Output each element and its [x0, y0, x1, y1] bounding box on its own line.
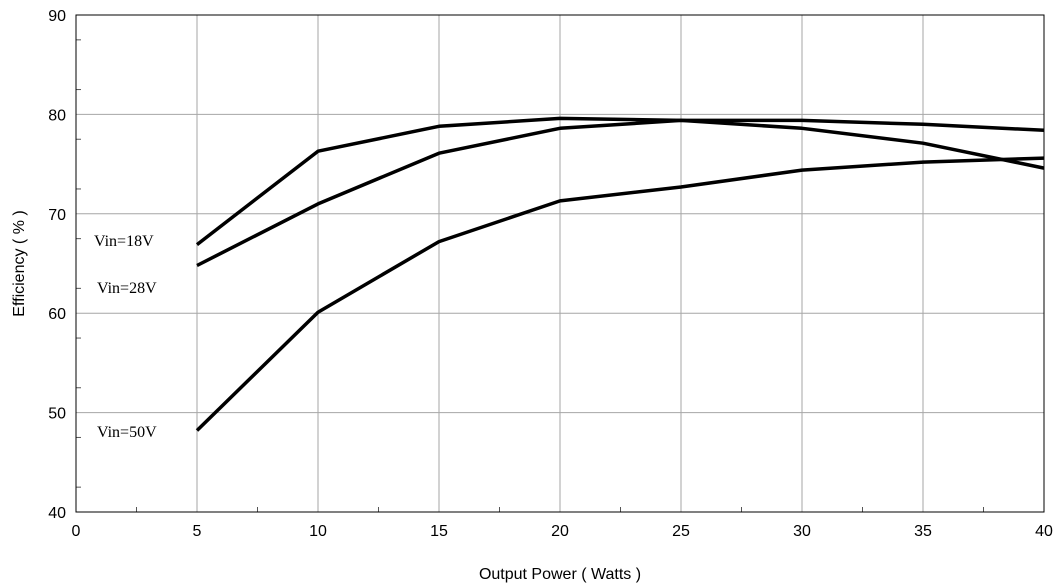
x-tick-labels: 0 5 10 15 20 25 30 35 40: [72, 523, 1053, 540]
y-tick-label: 50: [48, 406, 66, 423]
series-line-vin-50v: [195, 156, 1045, 432]
x-tick-label: 20: [551, 523, 569, 540]
grid: [76, 15, 1044, 512]
series-label: Vin=50V: [97, 424, 157, 441]
series-line-vin-28v: [196, 118, 1045, 268]
minor-ticks: [76, 39, 984, 512]
x-tick-label: 30: [793, 523, 811, 540]
series-line-vin-18v: [195, 116, 1045, 246]
series-labels: Vin=18V Vin=28V Vin=50V: [94, 233, 157, 441]
series-lines: [195, 116, 1045, 432]
y-tick-label: 70: [48, 207, 66, 224]
x-axis-title: Output Power ( Watts ): [479, 566, 641, 583]
x-tick-label: 5: [193, 523, 202, 540]
x-tick-label: 0: [72, 523, 81, 540]
y-tick-label: 90: [48, 8, 66, 25]
y-tick-labels: 40 50 60 70 80 90: [48, 8, 66, 522]
y-axis-title: Efficiency ( % ): [11, 210, 28, 316]
x-tick-label: 25: [672, 523, 690, 540]
series-label: Vin=18V: [94, 233, 154, 250]
x-tick-label: 40: [1035, 523, 1053, 540]
series-label: Vin=28V: [97, 280, 157, 297]
x-tick-label: 35: [914, 523, 932, 540]
y-tick-label: 80: [48, 107, 66, 124]
y-tick-label: 60: [48, 306, 66, 323]
plot-frame: [75, 14, 1045, 513]
y-tick-label: 40: [48, 505, 66, 522]
x-tick-label: 15: [430, 523, 448, 540]
x-tick-label: 10: [309, 523, 327, 540]
